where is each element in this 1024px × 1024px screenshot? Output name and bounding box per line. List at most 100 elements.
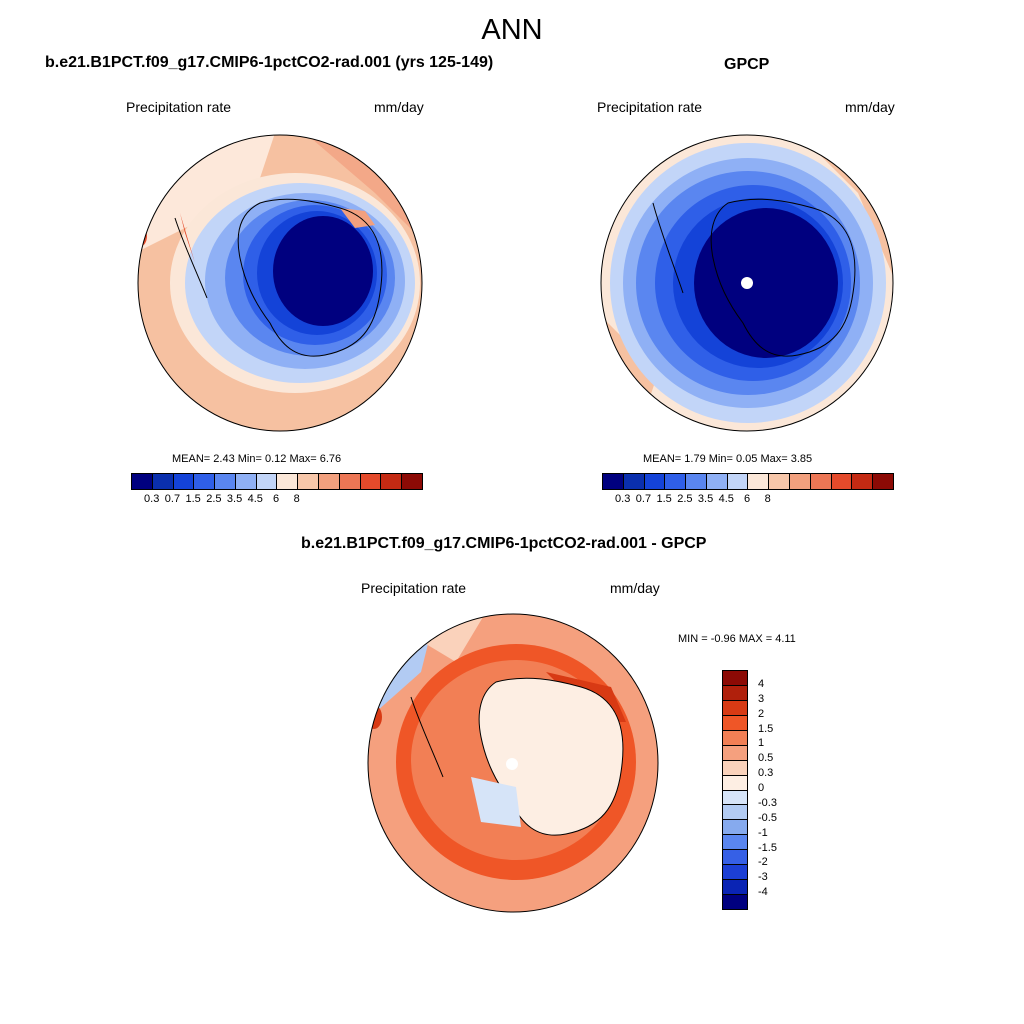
colorbar-swatch (768, 474, 790, 489)
colorbar-swatch (851, 474, 873, 489)
panel2-title: GPCP (724, 56, 770, 73)
colorbar-swatch (809, 474, 831, 489)
panel1-title: b.e21.B1PCT.f09_g17.CMIP6-1pctCO2-rad.00… (45, 54, 494, 71)
panel2-min: 0.05 (735, 453, 758, 465)
colorbar-swatch (380, 474, 402, 489)
panel3-stats: MIN = -0.96 MAX = 4.11 (678, 633, 796, 645)
colorbar-swatch (723, 729, 747, 745)
colorbar-swatch (747, 474, 769, 489)
panel2-stats: MEAN= 1.79 Min= 0.05 Max= 3.85 (643, 453, 812, 465)
colorbar-tick-label: -1.5 (758, 841, 777, 854)
colorbar-swatch (255, 474, 277, 489)
colorbar-swatch (723, 789, 747, 805)
colorbar-tick-label: 4 (758, 677, 765, 690)
colorbar-tick-label: 0.5 (758, 752, 774, 765)
colorbar-swatch (318, 474, 339, 489)
colorbar-swatch (705, 474, 727, 489)
panel1-min-label: Min= (237, 453, 262, 465)
colorbar-tick-label: 8 (293, 493, 300, 505)
colorbar-tick-label: -3 (758, 871, 768, 884)
panel2-max-label: Max= (760, 453, 788, 465)
colorbar-tick-label: 2.5 (206, 493, 222, 505)
colorbar-swatch (872, 474, 893, 489)
colorbar-tick-label: 0 (758, 782, 765, 794)
colorbar-tick-label: 4.5 (247, 493, 263, 505)
panel2-max: 3.85 (790, 453, 813, 465)
colorbar-tick-label: 3 (758, 692, 765, 705)
colorbar-swatch (132, 474, 152, 489)
panel3-variable: Precipitation rate (361, 580, 467, 596)
colorbar-swatch (723, 834, 747, 850)
colorbar-tick-label: 2.5 (677, 493, 693, 505)
colorbar-tick-label: 6 (272, 493, 280, 505)
colorbar-tick-label: 1.5 (758, 722, 774, 735)
panel3-units: mm/day (610, 580, 660, 596)
colorbar-swatch (685, 474, 706, 489)
colorbar-tick-label: 0.7 (164, 493, 181, 505)
colorbar-swatch (726, 474, 748, 489)
panel2-mean: 1.79 (684, 453, 706, 465)
colorbar-tick-label: -0.5 (758, 811, 777, 824)
colorbar-tick-label: -0.3 (758, 796, 777, 809)
colorbar-swatch (723, 744, 747, 760)
colorbar-swatch (723, 864, 747, 880)
panel1-colorbar (131, 473, 423, 490)
panel2-mean-label: MEAN= (643, 453, 682, 465)
panel2-colorbar (602, 473, 894, 490)
panel1-min: 0.12 (264, 453, 287, 465)
colorbar-tick-label: 1.5 (656, 493, 672, 505)
panel2-variable: Precipitation rate (597, 99, 703, 115)
colorbar-tick-label: 8 (764, 493, 771, 505)
panel2-min-label: Min= (708, 453, 733, 465)
panel1-stats: MEAN= 2.43 Min= 0.12 Max= 6.76 (172, 453, 341, 465)
colorbar-swatch (723, 759, 747, 775)
colorbar-swatch (723, 849, 747, 865)
colorbar-tick-label: 1 (758, 737, 765, 750)
colorbar-swatch (664, 474, 686, 489)
colorbar-swatch (234, 474, 256, 489)
panel1-mean: 2.43 (213, 453, 235, 465)
panel1-mean-label: MEAN= (172, 453, 211, 465)
colorbar-swatch (723, 671, 747, 685)
panel3-polar-map (367, 613, 659, 913)
colorbar-swatch (172, 474, 194, 489)
main-title: ANN (481, 14, 543, 46)
colorbar-tick-label: 1.5 (185, 493, 201, 505)
colorbar-swatch (830, 474, 852, 489)
panel1-max: 6.76 (319, 453, 342, 465)
colorbar-tick-label: 6 (743, 493, 751, 505)
panel3-title: b.e21.B1PCT.f09_g17.CMIP6-1pctCO2-rad.00… (301, 535, 707, 552)
panel2-polar-map (600, 134, 894, 432)
colorbar-swatch (723, 894, 747, 909)
colorbar-tick-label: 2 (758, 707, 765, 720)
colorbar-swatch (276, 474, 298, 489)
colorbar-swatch (193, 474, 215, 489)
colorbar-tick-label: -1 (758, 826, 768, 839)
colorbar-swatch (359, 474, 381, 489)
colorbar-swatch (151, 474, 173, 489)
colorbar-tick-label: 0.3 (144, 493, 160, 505)
panel1-units: mm/day (374, 99, 424, 115)
colorbar-swatch (723, 819, 747, 835)
colorbar-swatch (789, 474, 810, 489)
colorbar-tick-label: -2 (758, 856, 768, 869)
colorbar-swatch (603, 474, 623, 489)
colorbar-tick-label: 0.3 (758, 767, 774, 780)
colorbar-tick-label: 0.3 (615, 493, 631, 505)
panel1-max-label: Max= (289, 453, 317, 465)
colorbar-swatch (214, 474, 235, 489)
panel3-colorbar (722, 670, 748, 910)
colorbar-swatch (338, 474, 360, 489)
colorbar-swatch (723, 699, 747, 715)
colorbar-tick-label: 4.5 (718, 493, 734, 505)
colorbar-swatch (622, 474, 644, 489)
colorbar-tick-label: -4 (758, 886, 768, 899)
colorbar-swatch (723, 684, 747, 700)
panel1-polar-map (137, 134, 423, 432)
colorbar-swatch (723, 804, 747, 820)
colorbar-swatch (401, 474, 422, 489)
panel2-units: mm/day (845, 99, 895, 115)
colorbar-tick-label: 0.7 (635, 493, 652, 505)
colorbar-swatch (723, 879, 747, 895)
colorbar-swatch (643, 474, 665, 489)
